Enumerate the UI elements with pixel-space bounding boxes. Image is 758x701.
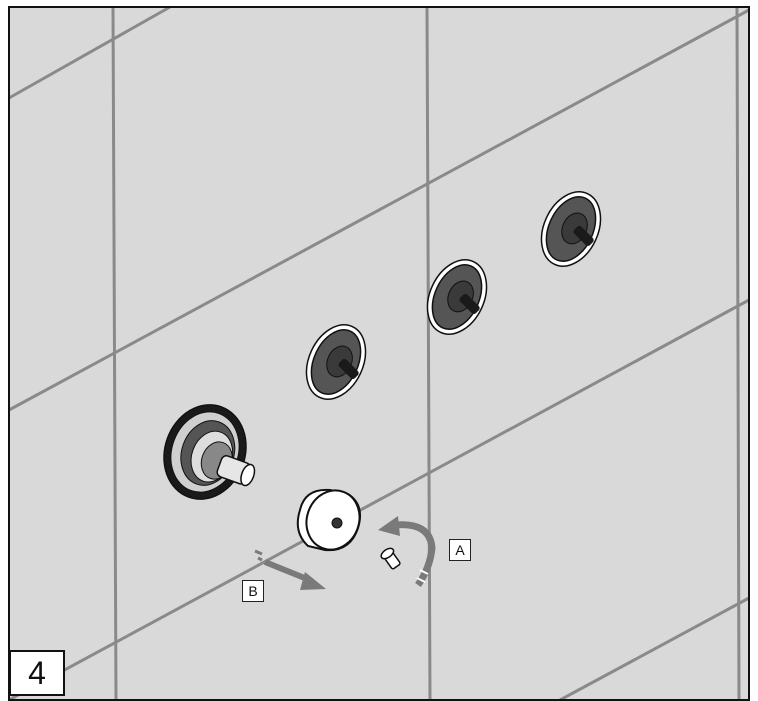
rotate-arrow-icon — [378, 516, 436, 588]
callout-label-a: A — [449, 539, 471, 561]
diverter-cartridge-icon — [163, 404, 256, 500]
valve-stem-icon — [540, 191, 602, 267]
tile-grout-lines — [8, 5, 750, 701]
valve-stem-icon — [305, 324, 367, 400]
frame-border — [8, 6, 750, 701]
pull-arrow-icon — [254, 549, 326, 590]
handle-knob-icon — [296, 488, 361, 552]
valve-stem-icon — [426, 259, 488, 335]
callout-label-b: B — [242, 580, 264, 602]
set-screw-icon — [380, 547, 401, 570]
tiled-wall — [9, 7, 749, 700]
step-number: 4 — [9, 650, 65, 696]
